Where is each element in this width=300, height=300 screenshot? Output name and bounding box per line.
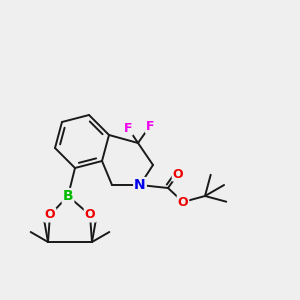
Text: O: O <box>178 196 188 208</box>
Text: B: B <box>63 189 73 203</box>
Text: F: F <box>124 122 132 134</box>
Text: N: N <box>134 178 146 192</box>
Text: F: F <box>146 119 154 133</box>
Text: O: O <box>45 208 55 221</box>
Text: O: O <box>85 208 95 221</box>
Text: O: O <box>173 167 183 181</box>
